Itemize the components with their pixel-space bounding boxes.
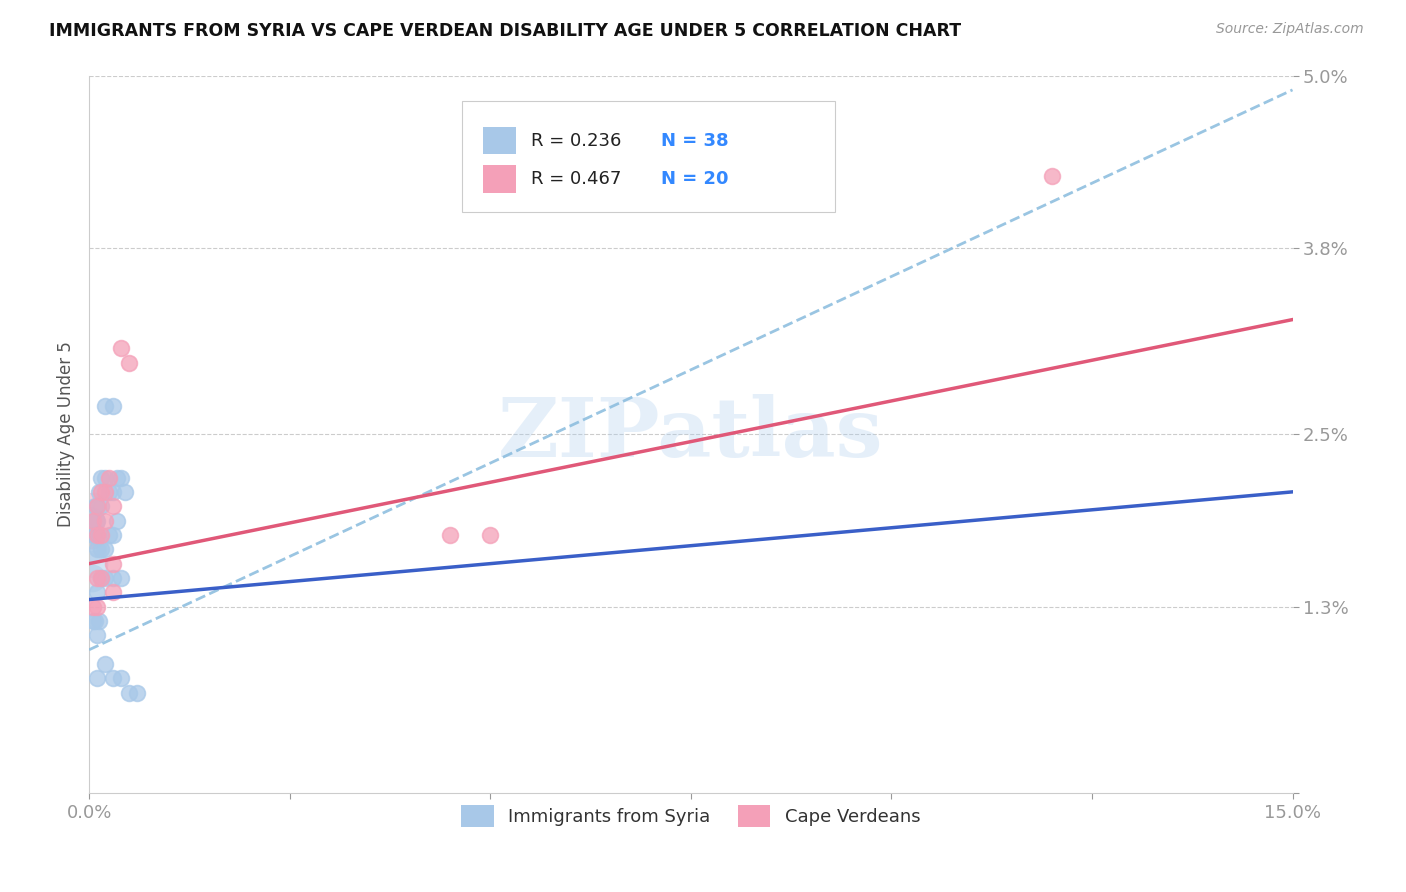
Point (101, 672, 124, 686)
Point (110, 341, 132, 355)
Point (101, 500, 124, 514)
FancyBboxPatch shape (463, 101, 835, 212)
Y-axis label: Disability Age Under 5: Disability Age Under 5 (58, 342, 75, 527)
Point (479, 528, 502, 542)
Point (114, 484, 136, 499)
Point (1040, 169, 1063, 183)
Point (82, 542, 104, 557)
Point (94, 470, 117, 484)
Point (87, 484, 110, 499)
Text: N = 20: N = 20 (661, 169, 728, 188)
Point (86, 542, 108, 557)
Point (105, 514, 128, 528)
Point (90, 484, 112, 499)
Point (101, 399, 124, 413)
Point (86, 571, 108, 585)
Point (82, 528, 104, 542)
Point (105, 470, 128, 484)
Point (110, 470, 132, 484)
Point (86, 514, 108, 528)
Point (90, 470, 112, 484)
Text: R = 0.467: R = 0.467 (530, 169, 621, 188)
Point (90, 528, 112, 542)
Point (101, 484, 124, 499)
Point (82, 599, 104, 614)
Point (86, 585, 108, 599)
Point (98, 528, 121, 542)
Text: R = 0.236: R = 0.236 (530, 132, 621, 150)
Point (82, 528, 104, 542)
Point (84, 614, 107, 628)
Legend: Immigrants from Syria, Cape Verdeans: Immigrants from Syria, Cape Verdeans (454, 798, 928, 835)
Point (90, 571, 112, 585)
FancyBboxPatch shape (482, 128, 516, 154)
Point (90, 542, 112, 557)
Point (101, 528, 124, 542)
Point (86, 672, 108, 686)
Point (86, 528, 108, 542)
Point (83, 557, 105, 571)
Point (82, 500, 104, 514)
Point (84, 500, 107, 514)
Point (118, 686, 141, 700)
Point (110, 672, 132, 686)
Point (80, 514, 103, 528)
Point (94, 514, 117, 528)
Text: IMMIGRANTS FROM SYRIA VS CAPE VERDEAN DISABILITY AGE UNDER 5 CORRELATION CHART: IMMIGRANTS FROM SYRIA VS CAPE VERDEAN DI… (49, 22, 962, 40)
Point (90, 500, 112, 514)
Point (94, 571, 117, 585)
Point (86, 628, 108, 642)
FancyBboxPatch shape (482, 165, 516, 193)
Text: Source: ZipAtlas.com: Source: ZipAtlas.com (1216, 22, 1364, 37)
Point (86, 500, 108, 514)
Point (82, 514, 104, 528)
Point (94, 657, 117, 672)
Point (82, 514, 104, 528)
Point (87, 614, 110, 628)
Point (86, 599, 108, 614)
Point (118, 356, 141, 370)
Text: N = 38: N = 38 (661, 132, 728, 150)
Point (80, 514, 103, 528)
Point (98, 484, 121, 499)
Point (86, 500, 108, 514)
Point (101, 571, 124, 585)
Point (82, 528, 104, 542)
Point (94, 484, 117, 499)
Point (127, 686, 149, 700)
Point (101, 557, 124, 571)
Point (101, 585, 124, 599)
Point (110, 571, 132, 585)
Point (439, 528, 461, 542)
Point (98, 470, 121, 484)
Point (82, 571, 104, 585)
Point (82, 614, 104, 628)
Text: ZIPatlas: ZIPatlas (498, 394, 883, 475)
Point (94, 399, 117, 413)
Point (90, 571, 112, 585)
Point (84, 528, 107, 542)
Point (94, 542, 117, 557)
